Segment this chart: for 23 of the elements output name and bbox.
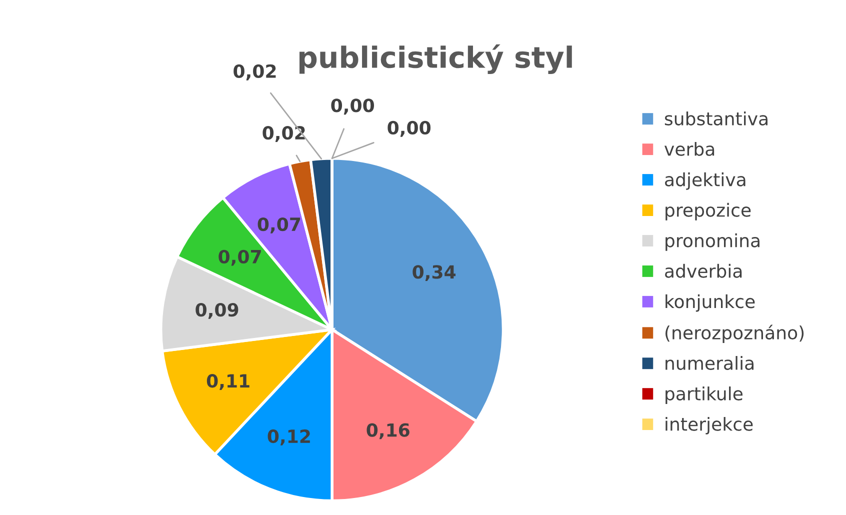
- legend-label: pronomina: [666, 233, 760, 251]
- chart-title: publicistický styl: [300, 44, 572, 74]
- text: 0,00: [331, 98, 374, 115]
- legend-label: verba: [664, 142, 714, 156]
- data-label: 0,02: [234, 64, 276, 80]
- legend-label: prepozice: [666, 202, 751, 220]
- legend-label: adverbia: [665, 264, 742, 278]
- legend-label: numeralia: [666, 356, 754, 370]
- data-label: 0,07: [218, 250, 261, 266]
- legend-label: interjekce: [666, 416, 753, 434]
- data-label: 0,07: [258, 217, 300, 234]
- data-label: 0,16: [366, 423, 410, 440]
- data-label: 0,12: [268, 429, 310, 446]
- legend-label: adjektiva: [665, 172, 746, 190]
- legend-label: konjunkce: [666, 294, 755, 312]
- text: 0,00: [388, 120, 431, 137]
- legend-label: partikule: [666, 386, 742, 404]
- data-label: 0,02: [262, 126, 305, 142]
- data-label: 0,11: [206, 374, 250, 390]
- legend-label: substantiva: [664, 111, 768, 126]
- data-label: 0,09: [196, 302, 238, 319]
- legend-label: (nerozpoznáno): [666, 324, 804, 343]
- data-label: 0,34: [412, 265, 456, 282]
